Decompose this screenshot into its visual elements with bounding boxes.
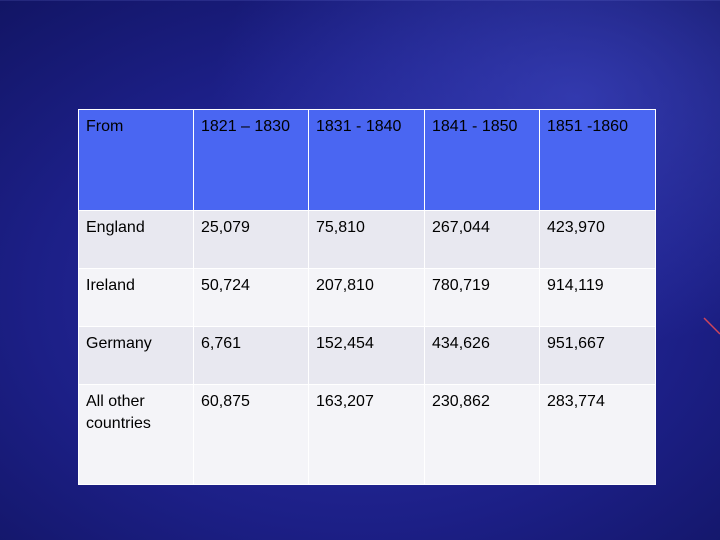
header-cell-origin: From bbox=[78, 109, 194, 211]
row-label: England bbox=[78, 210, 194, 269]
table-cell: 207,810 bbox=[308, 268, 425, 327]
table-cell: 163,207 bbox=[308, 384, 425, 485]
row-label: Ireland bbox=[78, 268, 194, 327]
table-cell: 60,875 bbox=[193, 384, 309, 485]
table-cell: 423,970 bbox=[539, 210, 656, 269]
table-cell: 434,626 bbox=[424, 326, 540, 385]
table-row: Germany 6,761 152,454 434,626 951,667 bbox=[78, 326, 656, 385]
table-cell: 914,119 bbox=[539, 268, 656, 327]
header-cell-1851-1860: 1851 -1860 bbox=[539, 109, 656, 211]
table-cell: 780,719 bbox=[424, 268, 540, 327]
table-cell: 6,761 bbox=[193, 326, 309, 385]
table-row: Ireland 50,724 207,810 780,719 914,119 bbox=[78, 268, 656, 327]
table-cell: 25,079 bbox=[193, 210, 309, 269]
header-cell-1821-1830: 1821 – 1830 bbox=[193, 109, 309, 211]
table-cell: 283,774 bbox=[539, 384, 656, 485]
table-cell: 152,454 bbox=[308, 326, 425, 385]
row-label: All other countries bbox=[78, 384, 194, 485]
row-label: Germany bbox=[78, 326, 194, 385]
table-header-row: From 1821 – 1830 1831 - 1840 1841 - 1850… bbox=[78, 109, 656, 211]
table-cell: 267,044 bbox=[424, 210, 540, 269]
immigration-table: From 1821 – 1830 1831 - 1840 1841 - 1850… bbox=[78, 109, 656, 485]
table-cell: 50,724 bbox=[193, 268, 309, 327]
header-cell-1831-1840: 1831 - 1840 bbox=[308, 109, 425, 211]
table-cell: 230,862 bbox=[424, 384, 540, 485]
table-cell: 951,667 bbox=[539, 326, 656, 385]
table-cell: 75,810 bbox=[308, 210, 425, 269]
table-row: England 25,079 75,810 267,044 423,970 bbox=[78, 210, 656, 269]
header-cell-1841-1850: 1841 - 1850 bbox=[424, 109, 540, 211]
accent-line bbox=[703, 317, 720, 335]
table-row: All other countries 60,875 163,207 230,8… bbox=[78, 384, 656, 485]
